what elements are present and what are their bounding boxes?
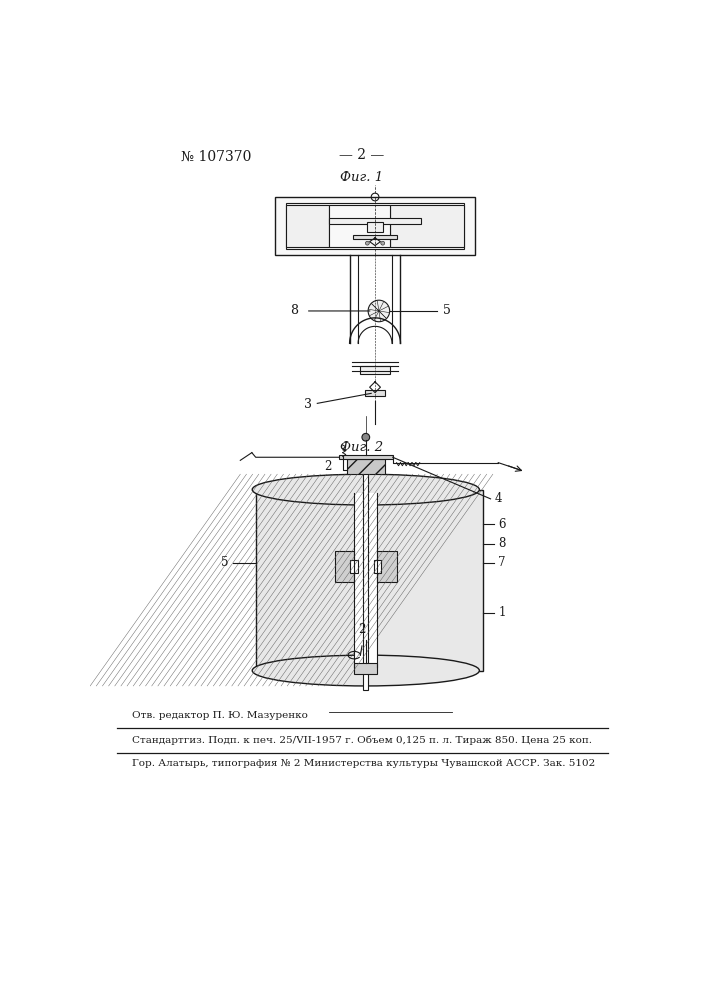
Text: 4: 4 — [494, 492, 502, 505]
Bar — [329, 205, 390, 247]
Ellipse shape — [252, 655, 479, 686]
Bar — [286, 203, 464, 249]
Text: Отв. редактор П. Ю. Мазуренко: Отв. редактор П. Ю. Мазуренко — [132, 711, 308, 720]
Text: Фиг. 1: Фиг. 1 — [340, 171, 383, 184]
Circle shape — [366, 241, 369, 245]
Bar — [339, 455, 393, 459]
Circle shape — [381, 241, 385, 245]
Bar — [390, 205, 464, 247]
Bar — [351, 560, 358, 573]
Text: 5: 5 — [443, 304, 450, 317]
Text: 2: 2 — [358, 623, 366, 636]
Text: 3: 3 — [304, 398, 312, 411]
Bar — [286, 205, 329, 247]
Text: 6: 6 — [498, 518, 506, 531]
Bar — [329, 218, 421, 224]
Bar — [360, 366, 390, 374]
Bar — [363, 463, 368, 690]
Bar — [365, 390, 385, 396]
Bar — [378, 551, 397, 582]
Text: Стандартгиз. Подп. к печ. 25/VII-1957 г. Объем 0,125 п. л. Тираж 850. Цена 25 ко: Стандартгиз. Подп. к печ. 25/VII-1957 г.… — [132, 736, 592, 745]
Text: 2: 2 — [324, 460, 331, 473]
Bar — [354, 493, 378, 667]
Bar — [373, 560, 381, 573]
Text: 8: 8 — [498, 537, 506, 550]
Bar — [275, 197, 475, 255]
Bar — [346, 459, 385, 474]
Text: 1: 1 — [498, 606, 506, 619]
Circle shape — [368, 300, 390, 322]
Text: Фиг. 2: Фиг. 2 — [340, 441, 383, 454]
Text: 8: 8 — [290, 304, 298, 317]
Text: № 107370: № 107370 — [181, 150, 252, 164]
Bar — [368, 222, 382, 232]
Ellipse shape — [252, 474, 479, 505]
Circle shape — [362, 433, 370, 441]
Bar — [335, 551, 354, 582]
Bar — [256, 490, 483, 671]
Text: — 2 —: — 2 — — [339, 148, 385, 162]
Text: 7: 7 — [498, 556, 506, 569]
Bar — [354, 235, 397, 239]
Text: Гор. Алатырь, типография № 2 Министерства культуры Чувашской АССР. Зак. 5102: Гор. Алатырь, типография № 2 Министерств… — [132, 759, 596, 768]
Text: 5: 5 — [221, 556, 229, 569]
Bar — [354, 663, 378, 674]
